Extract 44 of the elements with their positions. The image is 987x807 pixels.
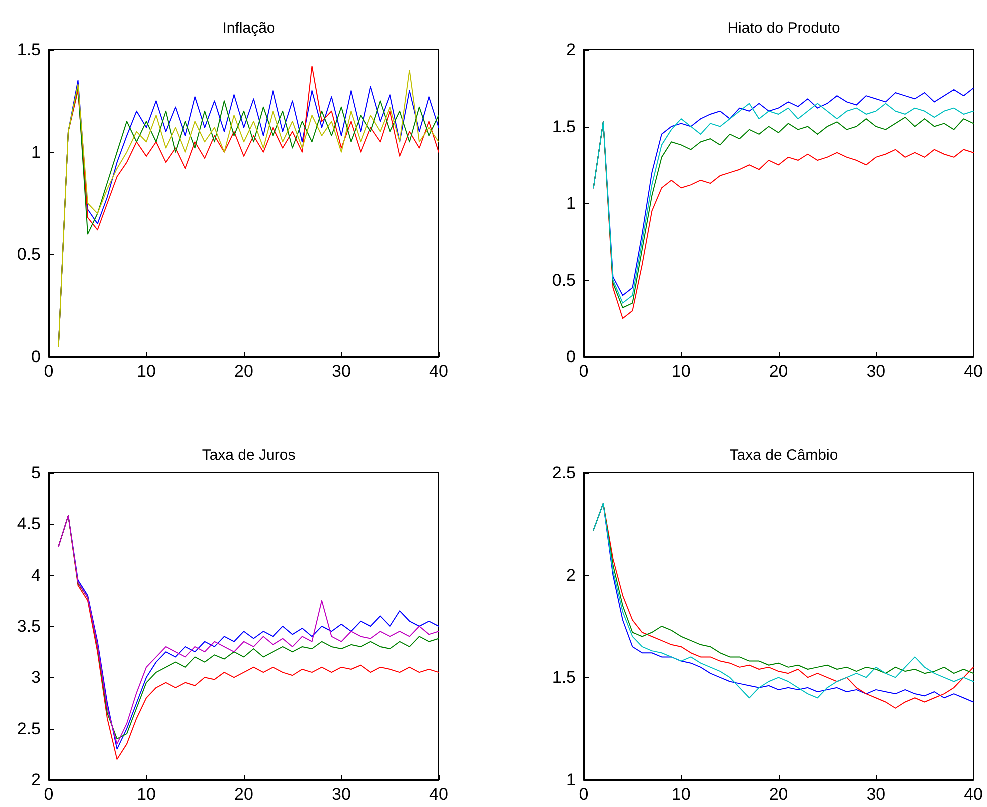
x-tick-label: 20 [769,362,788,381]
x-tick-label: 20 [234,785,254,804]
chart-title: Inflação [222,20,276,37]
y-tick-label: 0.5 [552,270,576,290]
y-tick-label: 3.5 [17,617,41,636]
x-tick-label: 40 [430,362,448,381]
x-tick-label: 40 [964,785,984,804]
x-tick-label: 20 [234,362,254,381]
x-tick-label: 0 [44,785,54,804]
y-tick-label: 2.5 [552,464,576,482]
y-tick-label: 2.5 [17,719,41,738]
y-tick-label: 1 [566,770,576,790]
x-tick-label: 30 [866,362,886,381]
chart-title: Taxa de Câmbio [730,447,838,464]
y-tick-label: 2 [566,566,576,585]
chart-title: Taxa de Juros [202,447,296,464]
x-tick-label: 10 [672,362,691,381]
x-tick-label: 10 [672,785,691,804]
x-tick-label: 30 [332,362,351,381]
y-tick-label: 2 [566,40,576,60]
y-tick-label: 3 [32,668,41,688]
x-tick-label: 0 [44,362,54,381]
x-tick-label: 0 [579,362,589,381]
y-tick-label: 5 [32,464,41,482]
y-tick-label: 1.5 [552,117,576,136]
y-tick-label: 1.5 [552,668,576,688]
y-tick-label: 1 [566,194,576,213]
y-tick-label: 2 [32,770,41,790]
y-tick-label: 4.5 [17,514,41,534]
y-tick-label: 0.5 [17,245,41,264]
x-tick-label: 10 [137,785,156,804]
chart-title: Hiato do Produto [728,20,840,37]
y-tick-label: 1 [32,142,41,162]
x-tick-label: 10 [137,362,156,381]
x-tick-label: 30 [866,785,886,804]
x-tick-label: 0 [579,785,589,804]
y-tick-label: 0 [32,348,41,366]
x-tick-label: 30 [332,785,351,804]
x-tick-label: 40 [964,362,984,381]
x-tick-label: 20 [769,785,788,804]
y-tick-label: 0 [566,348,576,366]
y-tick-label: 4 [32,566,41,585]
y-tick-label: 1.5 [17,40,41,60]
x-tick-label: 40 [430,785,448,804]
